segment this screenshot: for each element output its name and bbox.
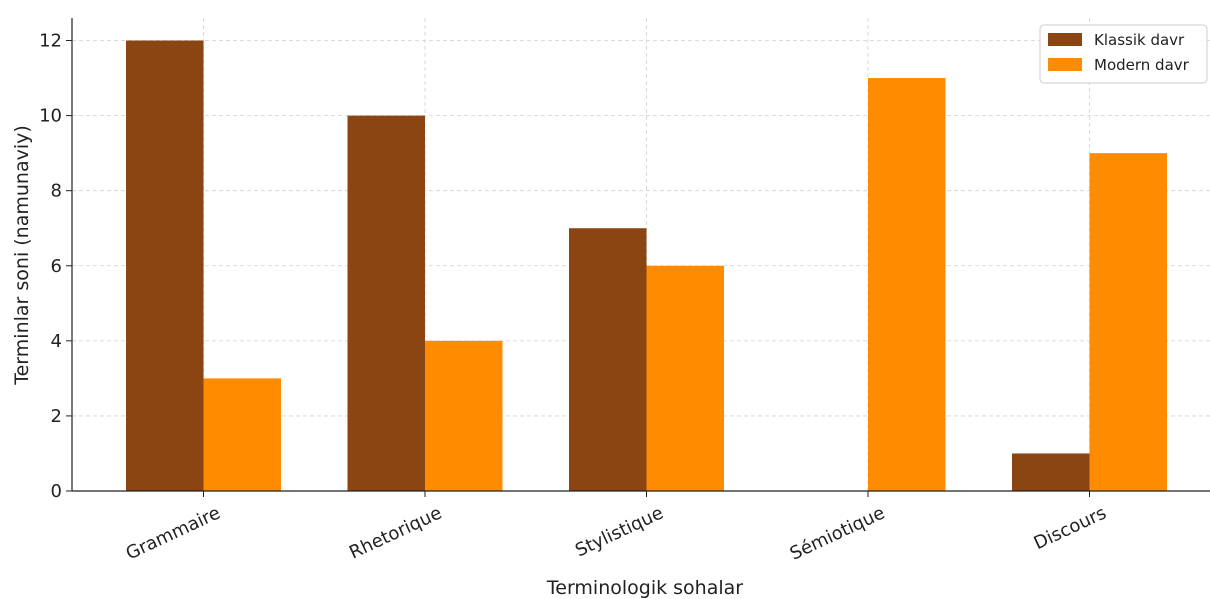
y-tick-label: 2	[51, 406, 62, 427]
legend-swatch-klassik	[1048, 33, 1082, 46]
x-ticks: Grammaire Rhetorique Stylistique Sémiotique…	[123, 491, 1110, 565]
y-tick-label: 0	[51, 481, 62, 502]
y-axis-label: Terminlar soni (namunaviy)	[11, 125, 33, 386]
x-tick-label: Discours	[1031, 502, 1110, 554]
legend-label-modern: Modern davr	[1094, 56, 1190, 74]
bar-modern-sémiotique	[868, 78, 946, 492]
legend-label-klassik: Klassik davr	[1094, 31, 1185, 49]
x-tick-label: Stylistique	[572, 502, 667, 561]
y-ticks: 0 2 4 6 8 10 12	[39, 31, 72, 502]
y-tick-label: 4	[51, 331, 62, 352]
y-tick-label: 12	[39, 31, 62, 52]
legend-swatch-modern	[1048, 58, 1082, 71]
y-tick-label: 6	[51, 256, 62, 277]
legend: Klassik davr Modern davr	[1039, 24, 1208, 84]
y-tick-label: 8	[51, 181, 62, 202]
bar-modern-grammaire	[203, 378, 281, 491]
x-tick-label: Rhetorique	[346, 502, 445, 563]
axes	[71, 18, 1210, 492]
bars	[126, 40, 1167, 492]
bar-klassik-discours	[1012, 453, 1090, 491]
y-tick-label: 10	[39, 106, 62, 127]
x-tick-label: Sémiotique	[787, 502, 888, 564]
x-axis-label: Terminologik sohalar	[546, 577, 743, 599]
bar-klassik-stylistique	[569, 228, 647, 491]
bar-modern-rhetorique	[425, 340, 503, 491]
bar-klassik-grammaire	[126, 40, 204, 492]
bar-modern-stylistique	[646, 265, 724, 491]
bar-modern-discours	[1089, 153, 1167, 491]
x-tick-label: Grammaire	[123, 502, 224, 564]
bar-klassik-rhetorique	[347, 115, 425, 491]
